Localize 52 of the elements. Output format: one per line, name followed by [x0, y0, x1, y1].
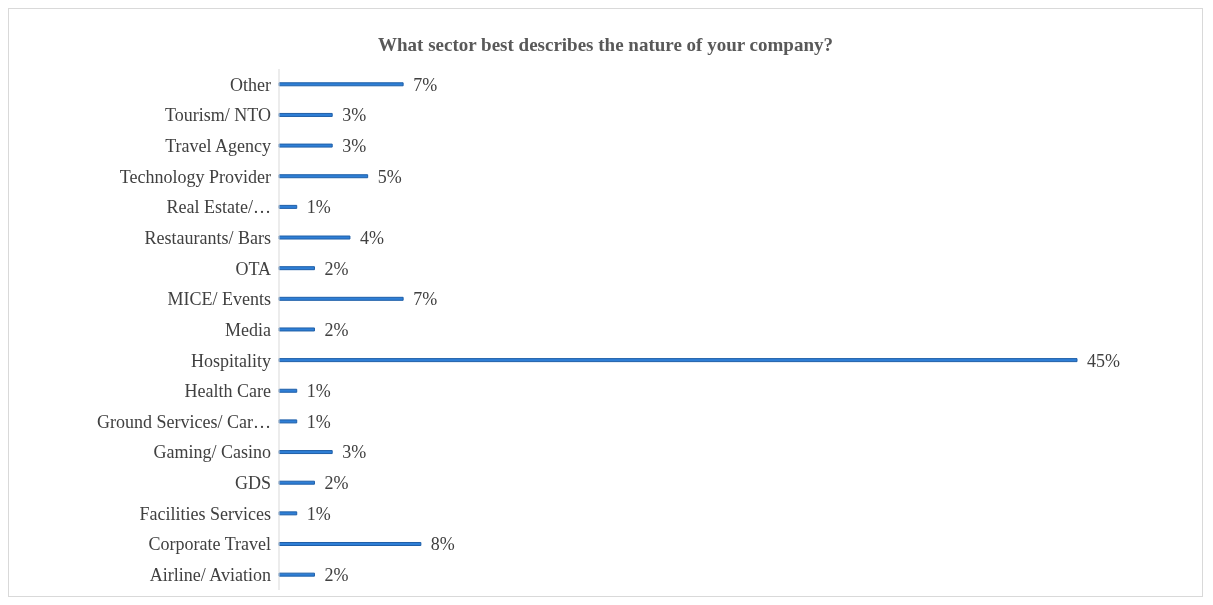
bar	[278, 82, 404, 87]
y-tick-label: Hospitality	[191, 350, 271, 371]
y-tick-label: Travel Agency	[165, 136, 271, 157]
data-label: 3%	[342, 105, 367, 126]
y-tick-label: Airline/ Aviation	[149, 565, 271, 586]
data-label: 45%	[1087, 350, 1120, 371]
data-label: 7%	[413, 289, 438, 310]
data-label: 1%	[306, 503, 331, 524]
bar	[278, 174, 369, 179]
bar	[278, 511, 298, 516]
y-tick-label: Technology Provider	[119, 166, 271, 187]
bar	[278, 143, 333, 148]
bar	[278, 296, 404, 301]
y-tick-label: Gaming/ Casino	[153, 442, 271, 463]
data-label: 7%	[413, 74, 438, 95]
bar	[278, 327, 315, 332]
bar	[278, 419, 298, 424]
bar	[278, 480, 315, 485]
chart-title: What sector best describes the nature of your company?	[377, 33, 834, 57]
data-label: 1%	[306, 411, 331, 432]
y-tick-label: Corporate Travel	[148, 534, 271, 555]
y-tick-label: OTA	[235, 258, 271, 279]
bar	[278, 388, 298, 393]
data-label: 8%	[430, 534, 455, 555]
data-label: 3%	[342, 135, 367, 156]
bar	[278, 235, 351, 240]
y-tick-label: MICE/ Events	[167, 289, 271, 310]
data-label: 2%	[324, 473, 349, 494]
data-label: 4%	[359, 227, 384, 248]
y-tick-label: Media	[225, 319, 272, 340]
y-tick-label: Restaurants/ Bars	[144, 227, 271, 248]
y-tick-label: Real Estate/…	[166, 197, 271, 218]
y-tick-label: Other	[230, 74, 271, 95]
bar	[278, 112, 333, 117]
data-label: 1%	[306, 197, 331, 218]
data-label: 1%	[306, 381, 331, 402]
data-label: 3%	[342, 442, 367, 463]
y-tick-label: Health Care	[184, 381, 271, 402]
bar	[278, 542, 422, 546]
bar	[278, 450, 333, 455]
data-label: 2%	[324, 258, 349, 279]
bar	[278, 266, 315, 271]
y-tick-label: Tourism/ NTO	[165, 105, 271, 126]
bar	[278, 358, 1078, 363]
y-tick-label: GDS	[234, 473, 271, 494]
y-tick-label: Ground Services/ Car…	[97, 411, 271, 432]
bar	[278, 204, 298, 209]
data-label: 5%	[377, 166, 402, 187]
data-label: 2%	[324, 319, 349, 340]
bar	[278, 572, 315, 577]
data-label: 2%	[324, 565, 349, 586]
y-tick-label: Facilities Services	[139, 503, 271, 524]
